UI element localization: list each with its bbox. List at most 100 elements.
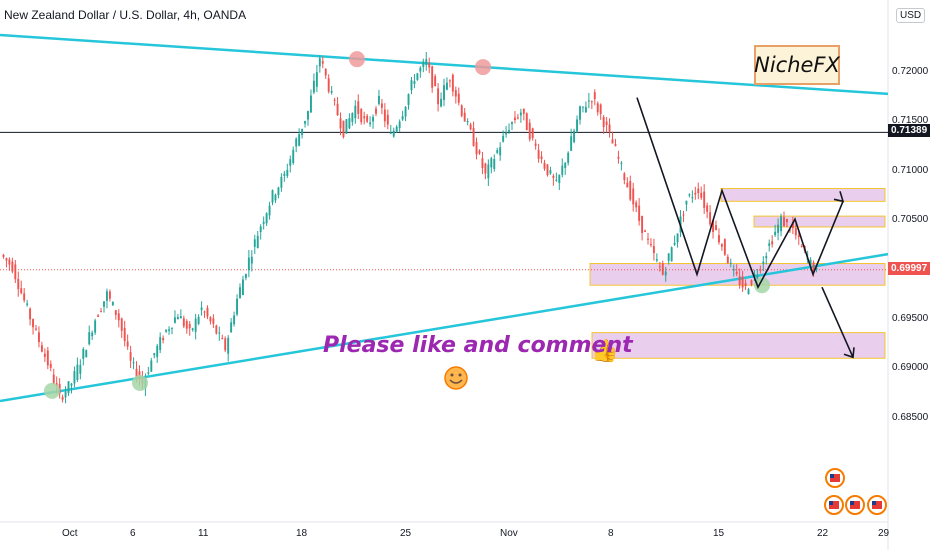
candle-body bbox=[407, 94, 410, 105]
event-flag-canton bbox=[830, 474, 834, 478]
candle-body bbox=[265, 213, 268, 224]
candle-body bbox=[345, 119, 348, 134]
candle-body bbox=[268, 205, 271, 216]
candle-body bbox=[490, 158, 493, 168]
candle-body bbox=[605, 121, 608, 125]
candle-body bbox=[422, 61, 425, 68]
candle-body bbox=[315, 72, 318, 87]
candle-body bbox=[37, 332, 40, 343]
candle-body bbox=[117, 313, 120, 321]
candle-body bbox=[321, 61, 324, 64]
candle-body bbox=[528, 122, 531, 140]
candle-body bbox=[336, 103, 339, 116]
candle-body bbox=[262, 221, 265, 224]
candle-body bbox=[652, 246, 655, 254]
candle-body bbox=[791, 221, 794, 229]
candle-body bbox=[52, 374, 55, 384]
candle-body bbox=[150, 360, 153, 372]
candle-body bbox=[546, 164, 549, 175]
candle-body bbox=[324, 68, 327, 76]
candle-body bbox=[688, 194, 691, 196]
zone-3[interactable] bbox=[591, 332, 886, 359]
candle-body bbox=[49, 363, 52, 368]
candle-body bbox=[79, 364, 82, 374]
candle-body bbox=[159, 337, 162, 350]
candle-body bbox=[694, 192, 697, 195]
candle-body bbox=[451, 74, 454, 92]
candle-body bbox=[244, 274, 247, 278]
candle-body bbox=[185, 320, 188, 329]
event-flag-stripes bbox=[829, 501, 839, 509]
y-tick-label: 0.71000 bbox=[892, 164, 929, 176]
candle-body bbox=[673, 242, 676, 245]
candle-body bbox=[259, 226, 262, 233]
smile-icon bbox=[444, 366, 468, 390]
x-tick-label: 8 bbox=[608, 528, 614, 539]
zone-1[interactable] bbox=[753, 215, 886, 228]
candle-body bbox=[667, 253, 670, 261]
candle-body bbox=[762, 261, 765, 264]
candle-body bbox=[289, 159, 292, 166]
candle-body bbox=[295, 138, 298, 147]
x-tick-label: 11 bbox=[198, 528, 209, 539]
candle-body bbox=[729, 262, 732, 264]
candle-body bbox=[496, 150, 499, 153]
candle-body bbox=[561, 165, 564, 175]
candle-body bbox=[8, 259, 11, 265]
candle-body bbox=[437, 88, 440, 105]
candle-body bbox=[463, 112, 466, 122]
zone-0[interactable] bbox=[720, 187, 886, 202]
candle-body bbox=[445, 82, 448, 90]
candle-body bbox=[499, 147, 502, 156]
candle-body bbox=[35, 328, 37, 330]
candle-body bbox=[20, 288, 23, 294]
pivot-marker-2 bbox=[44, 382, 60, 399]
smile-icon-eye-right bbox=[458, 373, 462, 377]
zigzag-projection[interactable] bbox=[636, 97, 844, 290]
projection-down[interactable] bbox=[821, 286, 854, 358]
candle-body bbox=[647, 238, 649, 240]
candle-body bbox=[685, 200, 688, 205]
zone-2[interactable] bbox=[589, 263, 886, 286]
candle-body bbox=[188, 324, 191, 329]
candle-body bbox=[372, 116, 375, 122]
candle-body bbox=[443, 85, 445, 100]
trendline-upper[interactable] bbox=[0, 33, 889, 96]
candle-body bbox=[40, 345, 43, 352]
candle-body bbox=[404, 106, 407, 117]
candle-body bbox=[617, 156, 620, 159]
candle-body bbox=[756, 275, 759, 281]
candle-body bbox=[785, 219, 788, 223]
candle-body bbox=[182, 318, 185, 327]
candle-body bbox=[783, 217, 785, 227]
candle-body bbox=[309, 95, 312, 113]
candle-body bbox=[330, 91, 333, 93]
candle-body bbox=[129, 352, 132, 361]
candle-body bbox=[236, 298, 239, 315]
candle-body bbox=[564, 162, 567, 168]
candle-body bbox=[224, 338, 227, 351]
candle-body bbox=[14, 264, 17, 280]
candle-body bbox=[457, 93, 460, 103]
currency-button[interactable]: USD bbox=[896, 8, 926, 23]
candle-body bbox=[88, 332, 91, 345]
candle-body bbox=[91, 332, 94, 337]
candle-body bbox=[389, 132, 392, 134]
candle-body bbox=[197, 316, 200, 324]
candle-body bbox=[513, 117, 516, 121]
candle-body bbox=[800, 245, 803, 247]
x-tick-label: 25 bbox=[400, 528, 412, 539]
candle-body bbox=[360, 109, 363, 123]
candle-body bbox=[543, 162, 546, 169]
candle-body bbox=[478, 150, 481, 154]
candle-body bbox=[516, 117, 519, 119]
candle-body bbox=[250, 256, 253, 264]
candle-body bbox=[386, 114, 389, 125]
candle-body bbox=[502, 135, 505, 142]
candle-body bbox=[135, 368, 138, 379]
candle-body bbox=[212, 318, 215, 324]
candle-body bbox=[531, 128, 534, 139]
arrowhead-down bbox=[843, 347, 855, 359]
candle-body bbox=[301, 128, 304, 135]
